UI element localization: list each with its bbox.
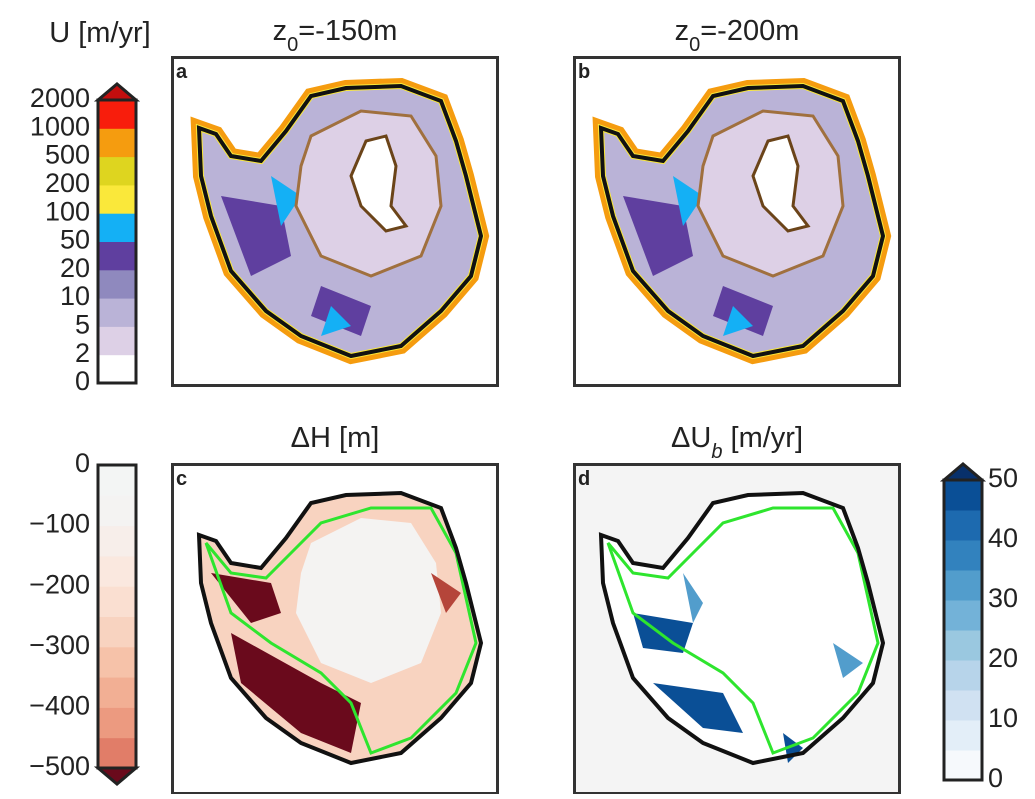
colorbar-segment (98, 526, 136, 557)
colorbar-segment (98, 556, 136, 587)
colorbar-segment (98, 298, 136, 327)
colorbar-segment (98, 617, 136, 648)
title-subscript: b (711, 441, 722, 463)
colorbar-segment (98, 738, 136, 769)
map-panel (573, 463, 901, 794)
colorbar-tick-label: 50 (988, 463, 1018, 493)
colorbar-segment (98, 355, 136, 384)
colorbar-tick-label: 0 (75, 366, 90, 396)
colorbar-tick-label: 20 (988, 643, 1018, 673)
colorbar-segment (98, 128, 136, 157)
colorbar-tick-label: 10 (60, 281, 90, 311)
panel-letter: b (578, 61, 590, 83)
colorbar-segment (944, 720, 982, 751)
title-main: z (273, 15, 288, 47)
colorbar-segment (944, 480, 982, 511)
colorbar-segment (98, 242, 136, 271)
title-rest: =-150m (298, 15, 397, 47)
colorbar-tick-label: 200 (45, 168, 90, 198)
title-rest: [m/yr] (722, 422, 803, 454)
panel-title: z0=-200m (675, 15, 800, 56)
title-main: ΔH [m] (291, 422, 380, 454)
title-rest: =-200m (700, 15, 799, 47)
colorbar-tick-label: 0 (988, 763, 1003, 793)
panel-letter: c (176, 468, 187, 490)
colorbar-segment (98, 157, 136, 186)
colorbar-tick-label: 500 (45, 140, 90, 170)
colorbar-tick-label: −200 (29, 569, 90, 599)
colorbar-segment (944, 750, 982, 781)
colorbar-segment (98, 213, 136, 242)
title-main: ΔU (671, 422, 711, 454)
colorbar-tick-label: 1000 (30, 111, 90, 141)
colorbar-tick-label: −400 (29, 691, 90, 721)
colorbar-segment (944, 690, 982, 721)
map-panel (173, 465, 498, 794)
colorbar-tick-label: 40 (988, 523, 1018, 553)
colorbar-segment (98, 677, 136, 708)
colorbar-tick-label: −300 (29, 630, 90, 660)
colorbar-tick-label: 100 (45, 196, 90, 226)
colorbar-segment (98, 707, 136, 738)
colorbar-segment (98, 465, 136, 496)
colorbar-tick-label: 2000 (30, 83, 90, 113)
map-panel (173, 58, 498, 386)
colorbar-extend (98, 768, 136, 784)
colorbar-segment (944, 570, 982, 601)
colorbar-tick-label: 50 (60, 225, 90, 255)
colorbar-segment (944, 540, 982, 571)
colorbar-title: U [m/yr] (49, 17, 151, 49)
colorbar-segment (98, 326, 136, 355)
title-main: z (675, 15, 690, 47)
colorbar-tick-label: 30 (988, 583, 1018, 613)
figure: U [m/yr] (0, 0, 1035, 794)
map-panel (575, 58, 900, 386)
colorbar-tick-label: 2 (75, 338, 90, 368)
panel-title: z0=-150m (273, 15, 398, 56)
colorbar-segment (944, 630, 982, 661)
colorbar-extend (944, 464, 982, 480)
colorbar-segment (98, 495, 136, 526)
colorbar-tick-label: −500 (29, 751, 90, 781)
panel-letter: a (176, 61, 188, 83)
colorbar-tick-label: 5 (75, 310, 90, 340)
panel-title: ΔH [m] (291, 422, 380, 454)
panel-letter: d (578, 468, 590, 490)
colorbar-tick-label: 0 (75, 448, 90, 478)
colorbar-segment (98, 586, 136, 617)
title-subscript: 0 (689, 34, 700, 56)
colorbar-segment (98, 270, 136, 299)
colorbar-tick-label: 10 (988, 703, 1018, 733)
colorbar-tick-label: 20 (60, 253, 90, 283)
panel-title: ΔUb [m/yr] (671, 422, 803, 463)
colorbar-segment (944, 510, 982, 541)
title-subscript: 0 (287, 34, 298, 56)
colorbar-segment (944, 660, 982, 691)
colorbar-tick-label: −100 (29, 509, 90, 539)
colorbar-segment (98, 647, 136, 678)
colorbar-segment (98, 100, 136, 129)
colorbar-extend (98, 84, 136, 100)
colorbar-segment (944, 600, 982, 631)
colorbar-segment (98, 185, 136, 214)
